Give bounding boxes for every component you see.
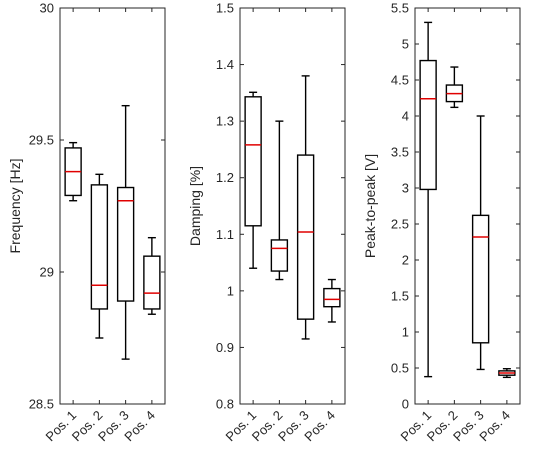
peak-to-peak-ytick-label: 1 bbox=[402, 325, 409, 340]
frequency-ytick-label: 29 bbox=[40, 265, 54, 280]
damping-ytick-label: 0.9 bbox=[216, 340, 234, 355]
iqr-box bbox=[143, 255, 161, 310]
peak-to-peak-ytick-label: 1.5 bbox=[391, 289, 409, 304]
damping-ytick-label: 0.8 bbox=[216, 397, 234, 412]
damping-ytick-label: 1.1 bbox=[216, 227, 234, 242]
iqr-box bbox=[244, 96, 262, 227]
peak-to-peak-ytick-label: 5.5 bbox=[391, 1, 409, 16]
damping-ylabel: Damping [%] bbox=[187, 166, 203, 246]
peak-to-peak-ytick-label: 5 bbox=[402, 37, 409, 52]
peak-to-peak-box-1 bbox=[419, 21, 437, 378]
frequency-ylabel: Frequency [Hz] bbox=[7, 159, 23, 254]
peak-to-peak-axis-frame bbox=[414, 7, 521, 405]
peak-to-peak-box-2 bbox=[445, 66, 464, 109]
frequency-box-4 bbox=[143, 236, 161, 315]
peak-to-peak-ytick-label: 2 bbox=[402, 253, 409, 268]
frequency-ytick-label: 28.5 bbox=[29, 397, 54, 412]
peak-to-peak-box-4 bbox=[498, 368, 516, 379]
damping-category-label: Pos. 4 bbox=[301, 408, 338, 445]
peak-to-peak-ytick-label: 4.5 bbox=[391, 73, 409, 88]
frequency-box-3 bbox=[116, 104, 135, 360]
damping-box-2 bbox=[270, 120, 289, 281]
peak-to-peak-ytick-label: 2.5 bbox=[391, 217, 409, 232]
damping-ytick-label: 1 bbox=[227, 283, 234, 298]
damping-ytick-label: 1.5 bbox=[216, 1, 234, 16]
frequency-ytick-label: 29.5 bbox=[29, 133, 54, 148]
peak-to-peak-category-label: Pos. 4 bbox=[476, 408, 513, 445]
damping-axis-frame bbox=[239, 7, 346, 405]
peak-to-peak-ytick-label: 3.5 bbox=[391, 145, 409, 160]
damping-box-1 bbox=[244, 91, 262, 269]
peak-to-peak-ytick-label: 3 bbox=[402, 181, 409, 196]
iqr-box bbox=[270, 239, 289, 272]
iqr-box bbox=[323, 287, 341, 308]
damping-ytick-label: 1.4 bbox=[216, 57, 234, 72]
peak-to-peak-panel: 0 0.5 1 1.5 2 2.5 3 3.5 4 4.5 5 5.5 Peak-to-peak [V]… bbox=[362, 1, 521, 445]
peak-to-peak-ytick-label: 4 bbox=[402, 109, 409, 124]
damping-ytick-label: 1.2 bbox=[216, 170, 234, 185]
peak-to-peak-ytick-label: 0.5 bbox=[391, 361, 409, 376]
iqr-box bbox=[90, 184, 109, 310]
iqr-box bbox=[116, 186, 135, 302]
damping-ytick-label: 1.3 bbox=[216, 114, 234, 129]
peak-to-peak-ytick-label: 0 bbox=[402, 397, 409, 412]
frequency-axis-frame bbox=[59, 7, 166, 405]
iqr-box bbox=[296, 154, 315, 320]
frequency-category-label: Pos. 4 bbox=[121, 408, 158, 445]
frequency-ytick-label: 30 bbox=[40, 1, 54, 16]
frequency-box-1 bbox=[64, 141, 82, 202]
iqr-box bbox=[419, 59, 437, 191]
peak-to-peak-box-3 bbox=[471, 115, 490, 371]
damping-box-3 bbox=[296, 75, 315, 340]
peak-to-peak-ylabel: Peak-to-peak [V] bbox=[362, 154, 378, 258]
damping-box-4 bbox=[323, 278, 341, 323]
iqr-box bbox=[471, 214, 490, 344]
frequency-box-2 bbox=[90, 173, 109, 339]
